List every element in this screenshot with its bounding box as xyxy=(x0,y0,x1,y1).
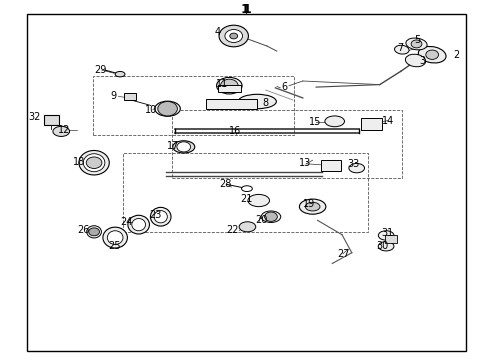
Ellipse shape xyxy=(115,72,125,77)
Text: 1: 1 xyxy=(241,3,249,15)
Bar xyxy=(93,76,294,135)
Bar xyxy=(361,118,382,130)
Text: 28: 28 xyxy=(220,179,232,189)
Ellipse shape xyxy=(53,126,70,136)
Text: 20: 20 xyxy=(255,215,267,225)
Circle shape xyxy=(177,142,191,152)
Ellipse shape xyxy=(79,150,109,175)
Text: 33: 33 xyxy=(347,159,359,169)
Circle shape xyxy=(220,79,238,92)
Circle shape xyxy=(86,157,102,168)
Text: 4: 4 xyxy=(215,27,221,37)
Text: 10: 10 xyxy=(145,105,157,115)
Circle shape xyxy=(225,30,243,42)
Circle shape xyxy=(219,25,248,47)
Text: 9: 9 xyxy=(110,91,117,101)
Text: 3: 3 xyxy=(419,56,425,66)
Ellipse shape xyxy=(238,94,276,109)
Ellipse shape xyxy=(107,231,123,244)
Text: 30: 30 xyxy=(376,240,389,251)
Text: 1: 1 xyxy=(242,3,251,15)
Ellipse shape xyxy=(242,186,252,192)
Text: 22: 22 xyxy=(226,225,239,235)
Ellipse shape xyxy=(248,194,270,207)
Bar xyxy=(27,14,465,351)
Bar xyxy=(122,153,368,232)
Text: 19: 19 xyxy=(303,199,315,210)
Text: 17: 17 xyxy=(167,141,179,151)
Circle shape xyxy=(265,212,277,221)
Text: 31: 31 xyxy=(381,228,393,238)
Ellipse shape xyxy=(239,222,256,232)
Ellipse shape xyxy=(83,154,105,172)
Text: 11: 11 xyxy=(216,78,228,89)
Ellipse shape xyxy=(155,101,180,116)
Text: 6: 6 xyxy=(282,82,288,92)
Bar xyxy=(385,235,397,243)
Bar xyxy=(321,160,341,171)
Text: 12: 12 xyxy=(58,125,70,135)
Text: 7: 7 xyxy=(397,42,403,53)
Ellipse shape xyxy=(394,45,409,54)
Ellipse shape xyxy=(217,77,242,94)
Text: 29: 29 xyxy=(94,65,106,75)
Text: 23: 23 xyxy=(149,210,162,220)
Ellipse shape xyxy=(325,116,344,127)
Ellipse shape xyxy=(305,202,320,211)
Text: 2: 2 xyxy=(453,50,460,60)
Text: 8: 8 xyxy=(262,98,269,108)
Ellipse shape xyxy=(150,207,171,226)
Bar xyxy=(44,115,59,125)
Ellipse shape xyxy=(132,219,146,231)
Ellipse shape xyxy=(172,141,195,153)
Ellipse shape xyxy=(406,38,427,50)
Circle shape xyxy=(89,228,99,236)
Ellipse shape xyxy=(378,242,394,251)
Ellipse shape xyxy=(154,211,168,223)
Ellipse shape xyxy=(418,46,446,63)
Circle shape xyxy=(411,40,422,48)
Text: 15: 15 xyxy=(309,117,321,127)
Circle shape xyxy=(230,33,238,39)
Text: 14: 14 xyxy=(382,116,394,126)
Ellipse shape xyxy=(378,231,394,240)
Bar xyxy=(218,85,241,92)
Text: 27: 27 xyxy=(337,249,350,259)
Ellipse shape xyxy=(405,54,426,67)
Bar xyxy=(172,110,402,178)
Bar xyxy=(206,99,257,109)
Text: 13: 13 xyxy=(299,158,311,168)
Ellipse shape xyxy=(87,226,101,238)
Text: 24: 24 xyxy=(120,217,132,228)
Circle shape xyxy=(426,50,439,59)
Text: 32: 32 xyxy=(28,112,41,122)
Text: 5: 5 xyxy=(414,35,420,45)
Text: 18: 18 xyxy=(73,157,85,167)
Ellipse shape xyxy=(299,199,326,214)
Bar xyxy=(124,93,136,100)
Text: 25: 25 xyxy=(108,240,121,251)
Ellipse shape xyxy=(103,227,127,248)
Text: 26: 26 xyxy=(77,225,90,235)
Ellipse shape xyxy=(349,163,365,173)
Circle shape xyxy=(158,102,177,116)
Text: 16: 16 xyxy=(229,126,242,136)
Text: 21: 21 xyxy=(240,194,252,204)
Ellipse shape xyxy=(128,215,149,234)
Ellipse shape xyxy=(261,211,281,222)
